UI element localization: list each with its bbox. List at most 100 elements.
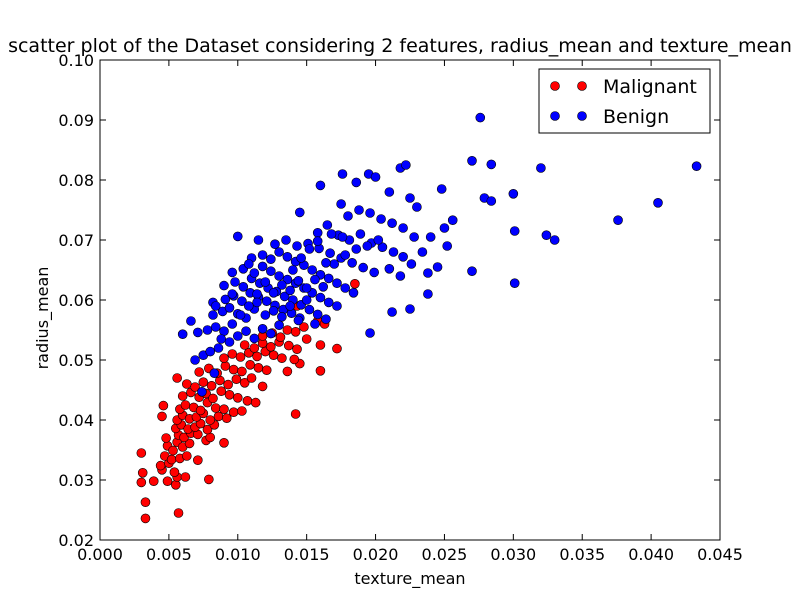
- data-point-benign: [409, 232, 419, 242]
- data-point-benign: [261, 296, 272, 307]
- data-point-benign: [312, 228, 323, 238]
- data-point-malignant: [315, 340, 326, 350]
- data-point-malignant: [177, 391, 188, 401]
- y-axis-label: radius_mean: [33, 267, 53, 370]
- x-tick-label: 0.015: [284, 545, 330, 564]
- data-point-benign: [318, 281, 329, 292]
- data-point-benign: [301, 295, 312, 305]
- data-point-benign: [509, 278, 520, 289]
- data-point-malignant: [148, 476, 159, 487]
- data-point-benign: [282, 251, 293, 262]
- data-point-benign: [232, 331, 243, 341]
- data-point-malignant: [277, 353, 287, 364]
- data-point-benign: [323, 273, 334, 284]
- data-point-benign: [362, 241, 373, 251]
- y-tick-label: 0.05: [58, 351, 94, 370]
- data-point-malignant: [140, 497, 151, 508]
- x-tick-label: 0.035: [559, 545, 605, 564]
- data-point-malignant: [202, 424, 213, 435]
- data-point-malignant: [232, 392, 243, 403]
- data-point-benign: [365, 208, 375, 218]
- x-tick-label: 0.045: [697, 545, 743, 564]
- data-point-malignant: [180, 400, 191, 410]
- data-point-benign: [348, 287, 359, 298]
- x-tick-label: 0.005: [146, 545, 192, 564]
- data-point-malignant: [283, 340, 294, 351]
- data-point-malignant: [162, 476, 173, 487]
- data-point-benign: [312, 236, 323, 246]
- data-point-benign: [388, 247, 399, 257]
- data-point-malignant: [239, 340, 250, 350]
- data-point-benign: [405, 304, 415, 314]
- data-point-malignant: [282, 366, 293, 377]
- data-point-benign: [279, 291, 290, 302]
- legend-box: [538, 68, 711, 134]
- data-point-benign: [340, 283, 351, 293]
- data-point-benign: [238, 281, 249, 292]
- data-point-benign: [423, 289, 433, 299]
- data-point-malignant: [157, 411, 167, 422]
- data-point-malignant: [155, 460, 166, 471]
- data-point-benign: [253, 235, 264, 245]
- data-point-malignant: [172, 373, 182, 383]
- data-point-benign: [257, 261, 268, 272]
- data-point-benign: [274, 320, 284, 331]
- data-point-malignant: [237, 366, 247, 377]
- data-point-benign: [332, 301, 342, 311]
- data-point-malignant: [208, 393, 218, 404]
- data-point-benign: [405, 193, 415, 203]
- data-point-benign: [653, 198, 663, 208]
- y-tick-label: 0.02: [58, 531, 94, 550]
- data-point-benign: [401, 160, 411, 170]
- data-point-benign: [293, 275, 304, 286]
- data-point-malignant: [195, 405, 206, 416]
- data-point-benign: [202, 325, 213, 335]
- data-point-malignant: [158, 400, 169, 411]
- data-point-malignant: [161, 433, 171, 443]
- data-point-benign: [213, 343, 224, 353]
- data-point-benign: [310, 319, 320, 329]
- legend-marker-benign: [577, 111, 587, 121]
- data-point-malignant: [219, 437, 229, 448]
- x-tick-label: 0.030: [490, 545, 536, 564]
- data-point-benign: [447, 215, 458, 225]
- data-point-benign: [266, 266, 276, 277]
- data-point-malignant: [227, 349, 238, 359]
- data-point-malignant: [249, 343, 260, 353]
- data-point-malignant: [282, 325, 293, 335]
- data-point-malignant: [289, 354, 300, 365]
- data-point-benign: [260, 277, 271, 287]
- data-point-malignant: [235, 352, 246, 362]
- data-point-benign: [227, 289, 238, 299]
- data-point-malignant: [180, 472, 191, 482]
- legend-label-benign: Benign: [603, 106, 669, 128]
- data-point-malignant: [179, 432, 189, 443]
- data-point-benign: [190, 355, 200, 365]
- y-tick-label: 0.06: [58, 291, 94, 310]
- data-point-malignant: [245, 359, 255, 370]
- data-point-benign: [274, 271, 284, 281]
- data-point-benign: [329, 259, 340, 269]
- data-point-benign: [296, 253, 306, 263]
- data-point-benign: [439, 223, 450, 233]
- data-point-benign: [277, 311, 287, 322]
- data-point-malignant: [257, 381, 268, 392]
- data-point-malignant: [198, 377, 209, 388]
- x-axis-label: texture_mean: [354, 569, 465, 589]
- data-point-benign: [210, 301, 221, 311]
- data-point-benign: [326, 229, 337, 239]
- data-point-benign: [373, 235, 384, 245]
- data-point-benign: [270, 239, 280, 249]
- data-point-malignant: [228, 407, 239, 418]
- legend-marker-benign: [550, 111, 560, 121]
- data-point-benign: [325, 248, 335, 258]
- data-point-malignant: [206, 380, 217, 391]
- data-point-malignant: [299, 322, 309, 332]
- data-point-benign: [268, 305, 279, 316]
- data-point-malignant: [223, 379, 233, 390]
- data-point-benign: [216, 334, 227, 344]
- data-point-malignant: [136, 477, 147, 488]
- data-point-malignant: [169, 467, 180, 478]
- data-point-benign: [210, 322, 221, 332]
- data-point-malignant: [216, 386, 227, 397]
